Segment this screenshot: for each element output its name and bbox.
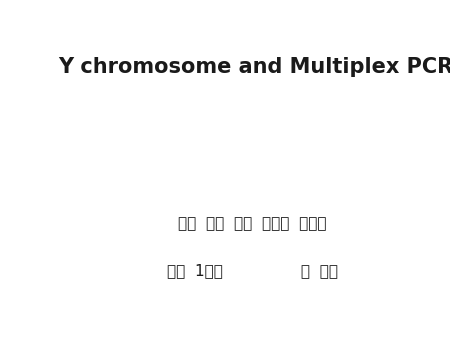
Text: Y chromosome and Multiplex PCR: Y chromosome and Multiplex PCR bbox=[58, 57, 450, 77]
Text: 석사  1년차                신  경미: 석사 1년차 신 경미 bbox=[166, 264, 338, 279]
Text: 분자  생물  계통  분류학  실험실: 분자 생물 계통 분류학 실험실 bbox=[178, 216, 326, 231]
